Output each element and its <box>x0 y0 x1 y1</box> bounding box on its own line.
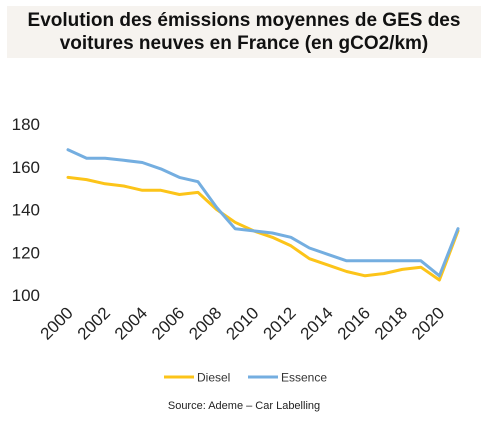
x-tick-label: 2012 <box>260 303 300 343</box>
x-tick-label: 2018 <box>371 303 411 343</box>
y-tick-label: 160 <box>12 158 40 177</box>
x-axis-tick-labels: 2000200220042006200820102012201420162018… <box>37 303 449 343</box>
chart-series <box>66 148 460 282</box>
series-line-essence <box>66 148 460 278</box>
x-tick-label: 2010 <box>222 303 262 343</box>
y-tick-label: 100 <box>12 286 40 305</box>
x-tick-label: 2002 <box>74 303 114 343</box>
legend-label-essence: Essence <box>281 371 327 385</box>
y-tick-label: 120 <box>12 243 40 262</box>
chart-title-box: Evolution des émissions moyennes de GES … <box>7 6 481 58</box>
y-tick-label: 180 <box>12 115 40 134</box>
y-tick-label: 140 <box>12 201 40 220</box>
chart-title-line-1: Evolution des émissions moyennes de GES … <box>27 10 461 31</box>
x-tick-label: 2008 <box>185 303 225 343</box>
x-tick-label: 2020 <box>408 303 448 343</box>
x-tick-label: 2014 <box>297 303 337 343</box>
x-tick-label: 2006 <box>148 303 188 343</box>
series-line-diesel <box>66 175 460 282</box>
source-note: Source: Ademe – Car Labelling <box>167 400 321 412</box>
chart-legend: Diesel Essence <box>164 371 327 385</box>
x-tick-label: 2000 <box>37 303 77 343</box>
y-axis-tick-labels: 100 120 140 160 180 <box>12 115 40 305</box>
legend-label-diesel: Diesel <box>197 371 230 385</box>
chart-title-line-2: voitures neuves en France (en gCO2/km) <box>59 33 429 54</box>
x-tick-label: 2016 <box>334 303 374 343</box>
x-tick-label: 2004 <box>111 303 151 343</box>
